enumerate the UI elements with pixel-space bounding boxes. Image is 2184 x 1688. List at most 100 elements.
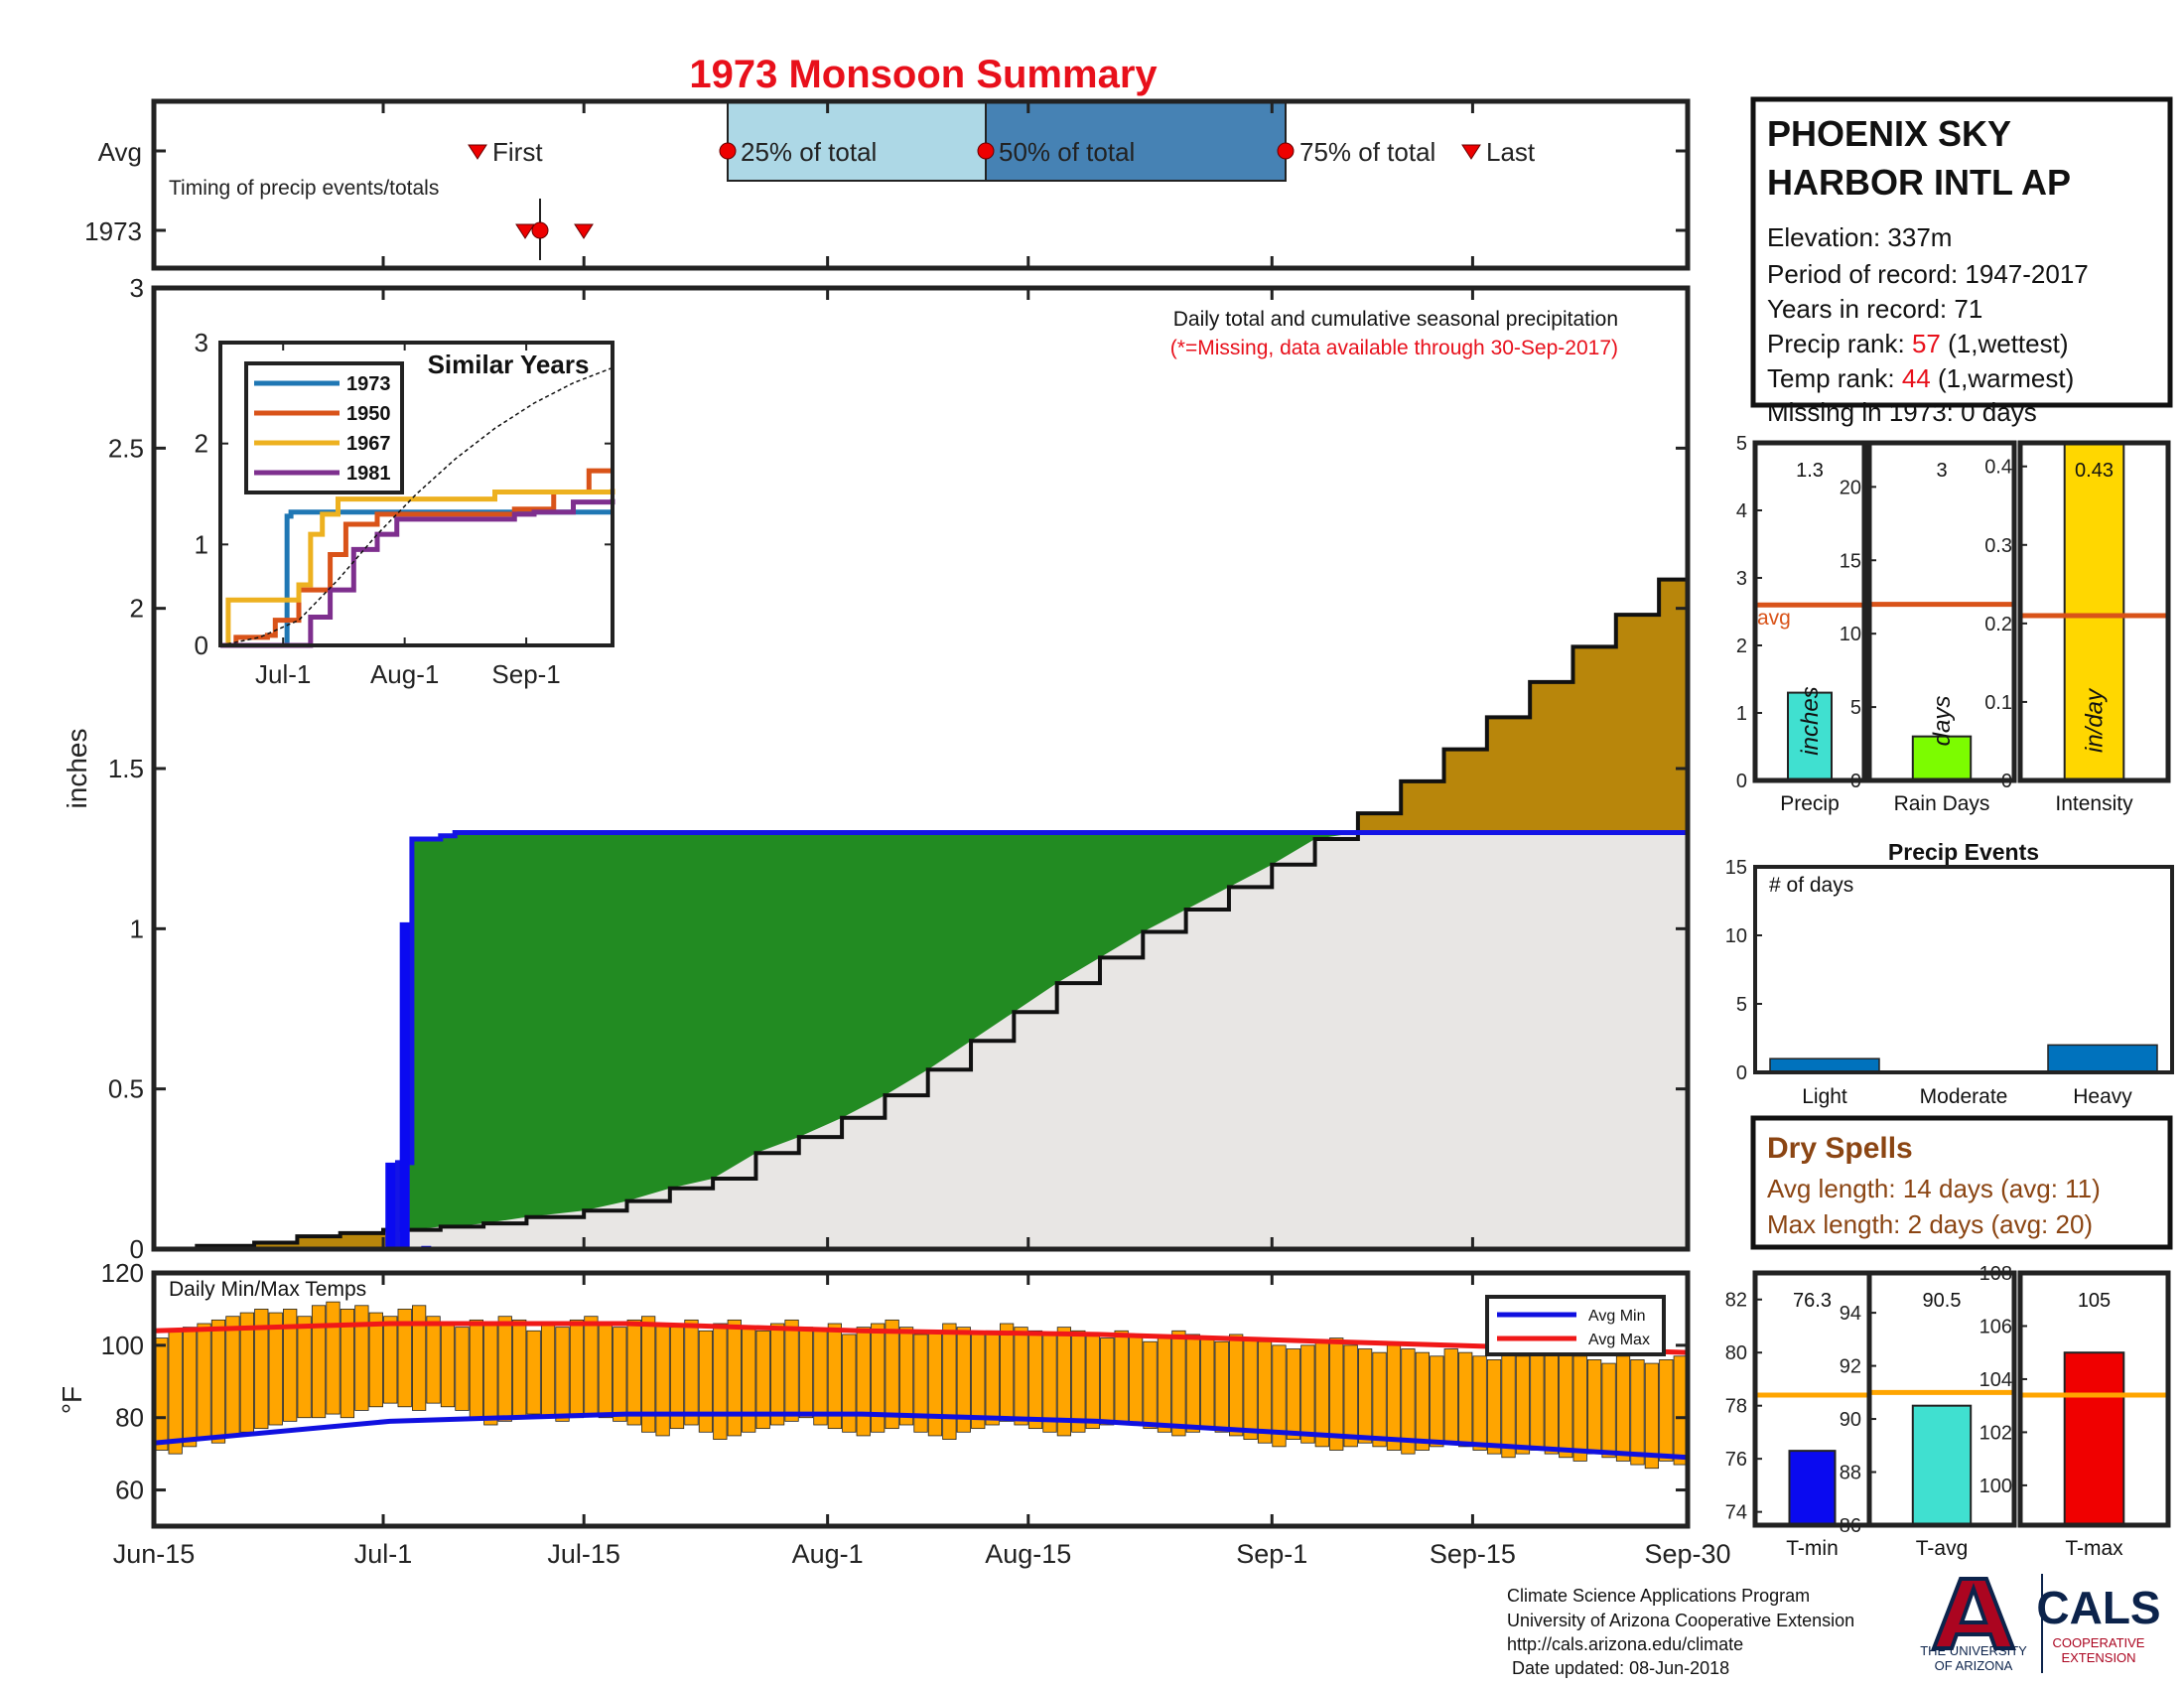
intensity-panel: 0 0.1 0.2 0.3 0.4 0.43 Intensity in/day [1984, 440, 2171, 815]
daily-temp-bar [956, 1327, 971, 1433]
precip-panel: 0 1 2 3 4 5 1.3 Precip inches avg [1736, 433, 1867, 815]
daily-temp-bar [1659, 1359, 1674, 1462]
station-name-line1: PHOENIX SKY [1767, 113, 2011, 154]
chart-title: 1973 Monsoon Summary [689, 53, 1158, 96]
tmin-panel-tick-label: 80 [1725, 1342, 1747, 1364]
daily-temp-bar [168, 1330, 183, 1455]
tavg-panel: 86 88 90 92 94 90.5 T-avg [1840, 1270, 2017, 1560]
daily-temp-bar [469, 1319, 484, 1419]
daily-temp-bar [1257, 1340, 1273, 1444]
overlap-area [154, 832, 1688, 1249]
precip-panel-tick-label: 3 [1736, 568, 1747, 590]
daily-temp-bar [1056, 1327, 1072, 1437]
daily-temp-bar [254, 1309, 269, 1430]
daily-temp-bar [455, 1327, 470, 1411]
temp-label: Daily Min/Max Temps [169, 1278, 366, 1301]
dry-spells-avg: Avg length: 14 days (avg: 11) [1767, 1174, 2101, 1203]
temp-y-ticks: 60 80 100 120 [101, 1258, 1688, 1505]
daily-precip-bar [399, 921, 410, 1249]
precip-panel-axes [1752, 440, 1867, 783]
temp-legend-box [1485, 1295, 1666, 1356]
daily-temp-bar [827, 1323, 842, 1430]
precip-panel-tick-label: 2 [1736, 635, 1747, 657]
daily-temp-bar [182, 1327, 198, 1448]
inset-legend-label-1950: 1950 [346, 403, 391, 425]
intensity-panel-tick-label: 0.2 [1984, 614, 2012, 635]
temp-y-tick-label: 80 [115, 1403, 144, 1433]
rain-days-panel: 0 5 10 15 20 3 Rain Days days [1840, 440, 2017, 815]
date-axis: Jun-15 Jul-1 Jul-15 Aug-1 Aug-15 Sep-1 Sep-15 S… [113, 288, 1731, 1569]
precip-panel-tick-label: 1 [1736, 703, 1747, 725]
daily-temp-bar [1401, 1348, 1416, 1455]
temp-rank-value: 44 [1902, 363, 1931, 393]
tmax-panel-tick-label: 106 [1979, 1316, 2012, 1337]
rain-days-panel-axes [1866, 440, 2017, 783]
inset-y-tick-label: 1 [195, 529, 208, 559]
daily-temp-bar [555, 1327, 570, 1422]
daily-temp-bar [197, 1323, 211, 1440]
daily-temp-bar [769, 1323, 785, 1426]
daily-temp-bar [755, 1330, 770, 1430]
avg-max-line [153, 1321, 1689, 1355]
daily-temp-bar [1430, 1355, 1444, 1448]
similar-years-inset: Similar Years 1973 1950 1967 1981 0 1 2 3 Jul-1… [195, 328, 615, 689]
daily-temp-bar [1100, 1337, 1115, 1426]
main-y-tick-label: 0 [130, 1234, 144, 1264]
temp-rank-label: Temp rank: [1767, 363, 1895, 393]
inset-plot-area [219, 366, 615, 648]
daily-temp-bar [526, 1330, 541, 1415]
station-elevation: Elevation: 337m [1767, 222, 1952, 252]
precip-events-panel: Precip Events Light Moderate Heavy 0 5 10 15 #… [1725, 839, 2174, 1108]
tavg-panel-tick-label: 88 [1840, 1463, 1861, 1484]
q25-label: 25% of total [741, 137, 877, 167]
daily-temp-bar [1085, 1334, 1100, 1430]
temp-ylabel: °F [57, 1386, 87, 1414]
daily-temp-bar [1143, 1340, 1158, 1430]
daily-temp-bar [1458, 1351, 1473, 1448]
date-tick-label: Sep-1 [1236, 1539, 1307, 1569]
daily-temp-bar [397, 1309, 412, 1408]
daily-temp-bar [713, 1323, 728, 1440]
daily-temp-bar [798, 1327, 814, 1419]
cals-wordmark: CALS [2036, 1582, 2160, 1633]
daily-temp-bar [540, 1323, 556, 1419]
daily-temp-bar [1572, 1355, 1587, 1462]
legend-avg-max-label: Avg Max [1588, 1332, 1650, 1348]
footer-line4: Date updated: 08-Jun-2018 [1507, 1658, 1729, 1678]
dry-spells-max: Max length: 2 days (avg: 20) [1767, 1209, 2093, 1239]
events-y-tick-label: 0 [1736, 1062, 1747, 1084]
inset-y-tick-label: 0 [195, 631, 208, 660]
tmin-panel-tick-label: 82 [1725, 1290, 1747, 1312]
intensity-panel-unit-label: in/day [2082, 687, 2109, 753]
cals-sub1: COOPERATIVE [2053, 1635, 2145, 1650]
timing-ticks [152, 101, 1690, 268]
main-y-tick-label: 3 [130, 273, 144, 303]
inset-legend-label-1967: 1967 [346, 433, 391, 455]
tmin-panel-value-label: 76.3 [1793, 1290, 1832, 1312]
ua-a-mark [1931, 1577, 2016, 1650]
year-first-marker [515, 223, 535, 239]
daily-temp-bar [1357, 1348, 1373, 1444]
precip-panel-value-label: 1.3 [1796, 460, 1824, 482]
last-label: Last [1486, 137, 1536, 167]
daily-temp-bar [927, 1330, 943, 1437]
rain-days-panel-tick-label: 0 [1850, 771, 1861, 792]
daily-temp-bar [885, 1319, 899, 1430]
tmax-panel-value-label: 105 [2078, 1290, 2111, 1312]
daily-temp-bar [1214, 1340, 1229, 1433]
tavg-panel-label: T-avg [1916, 1537, 1969, 1560]
events-plot-area: Light Moderate Heavy 0 5 10 15 [1725, 857, 2158, 1108]
daily-temp-bar [1243, 1337, 1258, 1440]
tavg-panel-axes [1866, 1270, 2017, 1528]
station-period: Period of record: 1947-2017 [1767, 259, 2089, 289]
date-tick-label: Jul-15 [547, 1539, 620, 1569]
daily-temp-bar [1343, 1344, 1358, 1448]
inset-x-tick-label: Jul-1 [255, 659, 311, 689]
daily-temp-bar [483, 1323, 498, 1426]
tmax-panel-label: T-max [2065, 1537, 2123, 1560]
main-y-tick-label: 2 [130, 594, 144, 624]
daily-temp-bar [1530, 1348, 1545, 1451]
daily-temp-bar [1027, 1330, 1043, 1430]
tmax-panel-tick-label: 100 [1979, 1476, 2012, 1497]
main-note-line1: Daily total and cumulative seasonal prec… [1173, 308, 1618, 331]
